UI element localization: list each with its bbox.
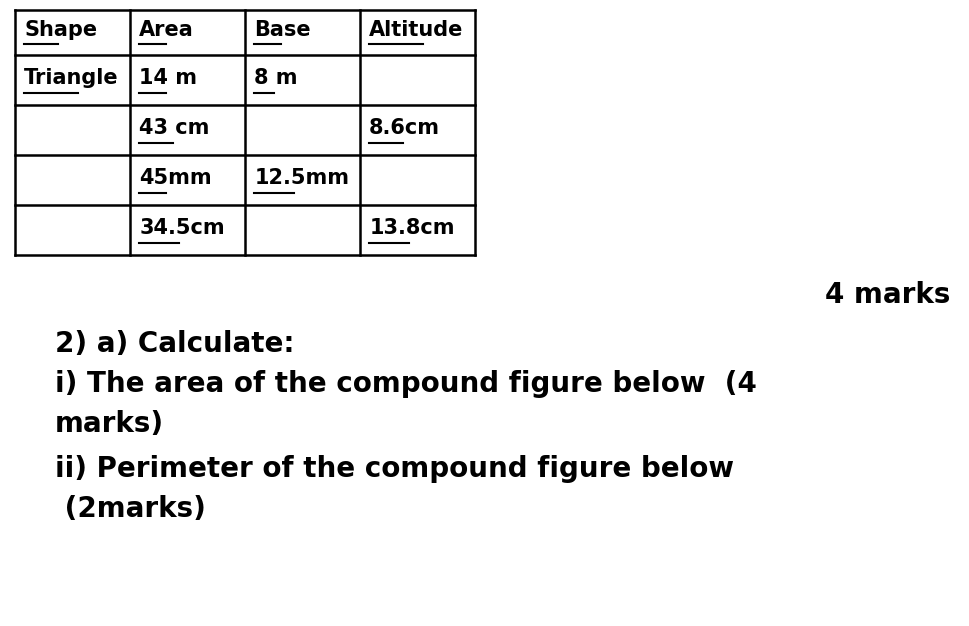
Text: Altitude: Altitude [369, 20, 463, 40]
Text: Shape: Shape [24, 20, 97, 40]
Text: 14 m: 14 m [140, 68, 197, 88]
Text: i) The area of the compound figure below  (4: i) The area of the compound figure below… [55, 370, 756, 398]
Text: 8 m: 8 m [254, 68, 297, 88]
Text: Base: Base [254, 20, 310, 40]
Text: 43 cm: 43 cm [140, 118, 209, 138]
Text: Area: Area [140, 20, 194, 40]
Text: Triangle: Triangle [24, 68, 119, 88]
Text: 34.5cm: 34.5cm [140, 217, 225, 237]
Text: marks): marks) [55, 410, 164, 438]
Text: 45mm: 45mm [140, 168, 211, 188]
Text: 4 marks: 4 marks [824, 281, 949, 309]
Text: 8.6cm: 8.6cm [369, 118, 440, 138]
Text: 2) a) Calculate:: 2) a) Calculate: [55, 330, 295, 358]
Text: ii) Perimeter of the compound figure below: ii) Perimeter of the compound figure bel… [55, 455, 734, 483]
Text: 12.5mm: 12.5mm [254, 168, 349, 188]
Text: 13.8cm: 13.8cm [369, 217, 454, 237]
Text: (2marks): (2marks) [55, 495, 205, 523]
